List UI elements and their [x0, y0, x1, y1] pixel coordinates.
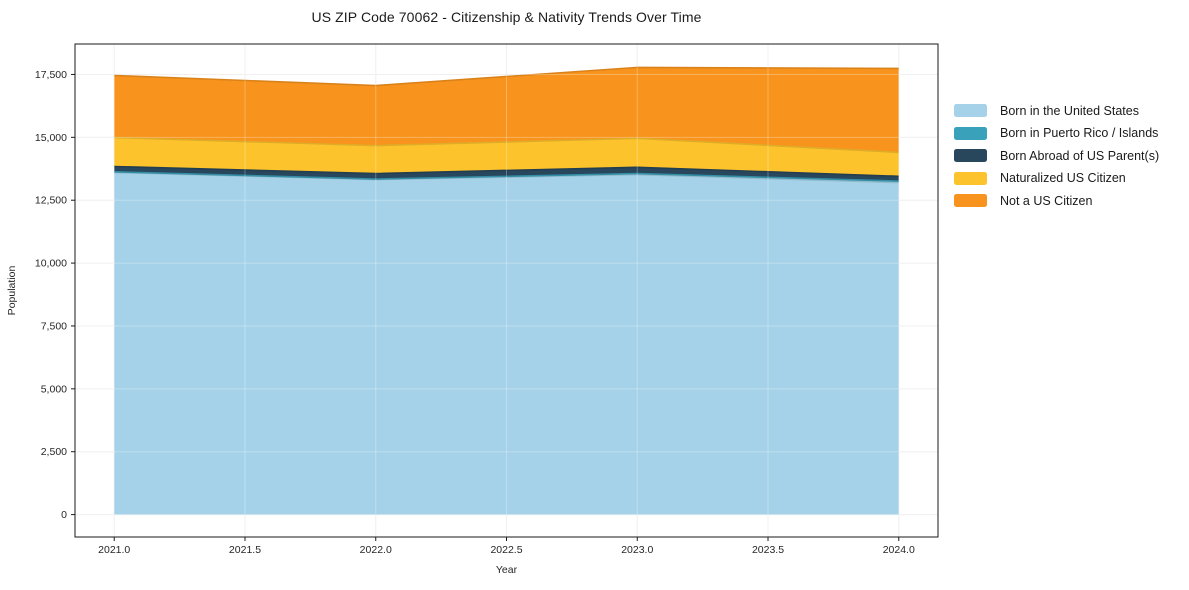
legend-label: Naturalized US Citizen [1000, 171, 1126, 185]
legend-label: Born Abroad of US Parent(s) [1000, 148, 1160, 163]
legend-row-born-in-the-united-states: Born in the United States [954, 103, 1159, 118]
area-born-in-the-united-states [114, 172, 899, 515]
chart-title: US ZIP Code 70062 - Citizenship & Nativi… [311, 9, 702, 25]
edge-naturalized-us-citizen [114, 136, 899, 154]
legend-swatch-icon [954, 171, 987, 185]
x-tick-label: 2024.0 [883, 544, 915, 556]
legend-row-not-a-us-citizen: Not a US Citizen [954, 193, 1159, 208]
edge-born-in-puerto-rico-islands [114, 170, 899, 182]
y-tick-label: 7,500 [41, 320, 67, 332]
x-tick-label: 2021.5 [229, 544, 261, 556]
legend: Born in the United States Born in Puerto … [954, 103, 1160, 208]
legend-label: Not a US Citizen [1000, 193, 1093, 208]
legend-row-naturalized-us-citizen: Naturalized US Citizen [954, 171, 1159, 185]
x-tick-label: 2023.0 [621, 544, 653, 556]
y-tick-label: 0 [61, 509, 67, 521]
y-axis-label: Population [6, 266, 18, 316]
y-tick-label: 12,500 [35, 195, 67, 207]
legend-swatch-icon [954, 104, 987, 117]
x-tick-label: 2023.5 [752, 544, 784, 556]
y-tick-label: 2,500 [41, 446, 67, 458]
legend-label: Born in Puerto Rico / Islands [1000, 126, 1159, 140]
edge-born-abroad-of-us-parent-s [114, 165, 899, 178]
y-tick-label: 5,000 [41, 383, 67, 395]
y-tick-label: 10,000 [35, 258, 67, 270]
x-tick-label: 2022.0 [360, 544, 392, 556]
legend-label: Born in the United States [1000, 103, 1139, 118]
x-axis-label: Year [496, 564, 518, 576]
area-naturalized-us-citizen [114, 137, 899, 177]
y-tick-label: 17,500 [35, 69, 67, 81]
legend-row-born-abroad-of-us-parent-s: Born Abroad of US Parent(s) [954, 148, 1160, 163]
x-tick-label: 2022.5 [490, 544, 522, 556]
legend-row-born-in-puerto-rico-islands: Born in Puerto Rico / Islands [954, 126, 1159, 140]
legend-swatch-icon [954, 194, 987, 207]
y-tick-label: 15,000 [35, 132, 67, 144]
edge-not-a-us-citizen [114, 66, 899, 87]
legend-swatch-icon [954, 126, 987, 140]
legend-swatch-icon [954, 149, 987, 162]
area-not-a-us-citizen [114, 67, 899, 153]
x-tick-label: 2021.0 [98, 544, 130, 556]
